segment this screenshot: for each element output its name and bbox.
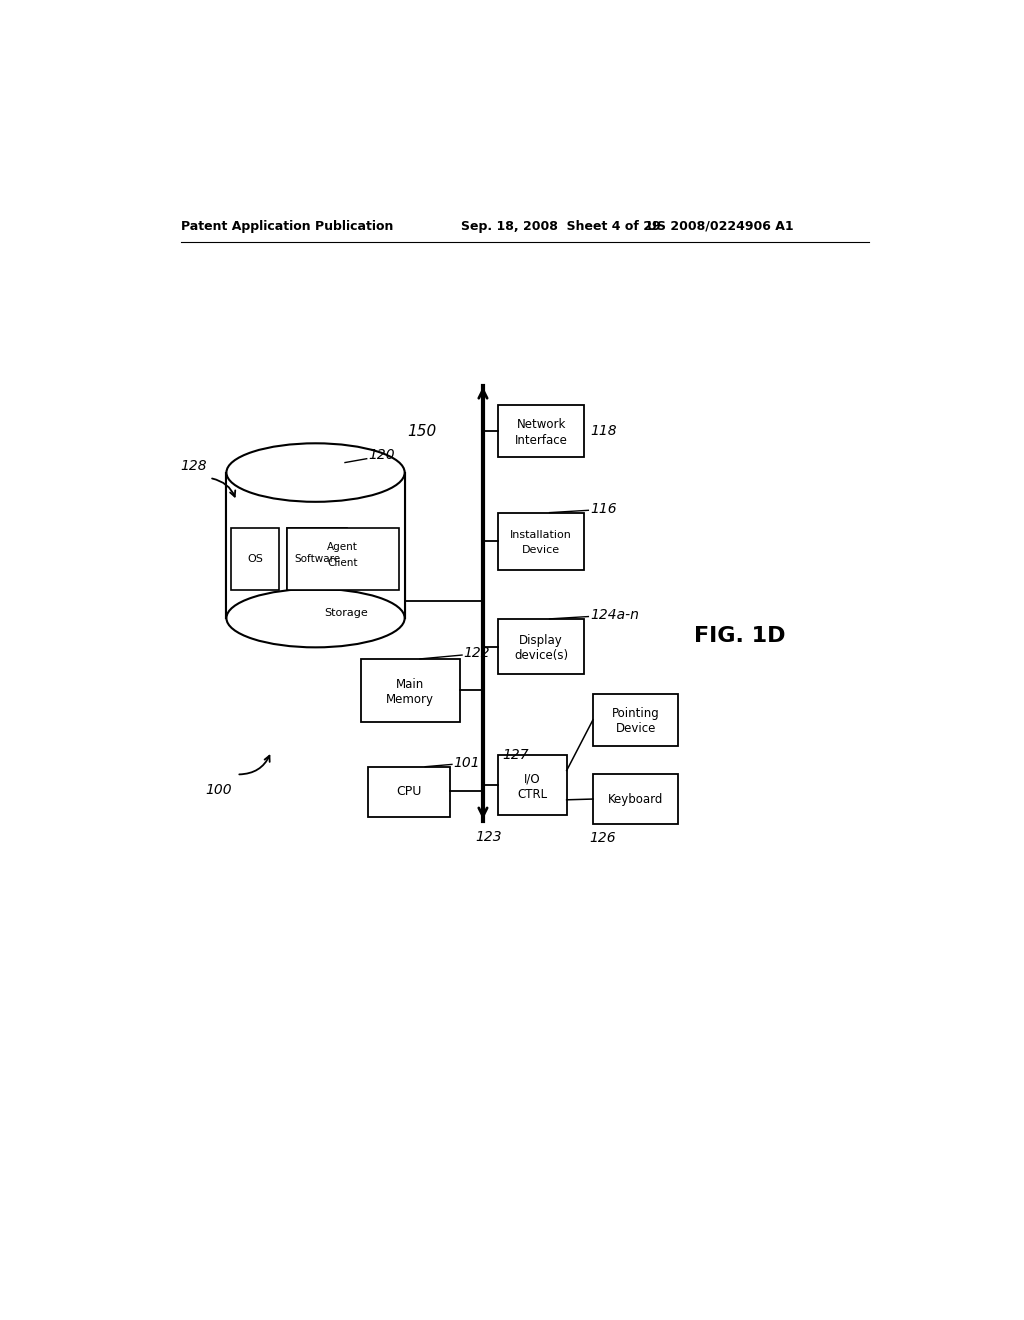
Text: 124a-n: 124a-n [590,609,639,622]
Text: 150: 150 [408,424,436,440]
Text: Display: Display [519,634,563,647]
Bar [231,528,280,590]
Text: Installation: Installation [510,529,572,540]
Text: 116: 116 [590,502,616,516]
Text: US 2008/0224906 A1: US 2008/0224906 A1 [647,219,794,232]
Ellipse shape [226,444,404,502]
Bar [593,693,678,746]
Text: I/O: I/O [524,772,541,785]
Bar [499,512,584,570]
Text: FIG. 1D: FIG. 1D [693,626,785,645]
Ellipse shape [226,589,404,647]
Text: 123: 123 [475,830,502,843]
Text: 120: 120 [369,447,395,462]
Bar [499,619,584,675]
Bar [499,755,566,816]
Text: CPU: CPU [396,785,421,797]
Text: Sep. 18, 2008  Sheet 4 of 29: Sep. 18, 2008 Sheet 4 of 29 [461,219,660,232]
Text: 122: 122 [464,645,490,660]
Text: Device: Device [522,545,560,556]
Text: Keyboard: Keyboard [608,792,664,805]
Text: Storage: Storage [325,607,369,618]
Bar [360,659,460,722]
Bar [369,767,450,817]
Text: Network: Network [516,418,566,432]
Text: 118: 118 [590,424,616,438]
Text: 101: 101 [454,756,480,770]
Text: CTRL: CTRL [517,788,548,801]
Text: device(s): device(s) [514,649,568,663]
Text: Memory: Memory [386,693,434,706]
Text: Pointing: Pointing [611,708,659,721]
Text: 100: 100 [206,783,232,797]
Text: Agent: Agent [328,543,358,552]
Text: 127: 127 [502,748,528,762]
Text: Device: Device [615,722,655,735]
Bar [287,528,347,590]
Text: Client: Client [328,557,358,568]
Text: 128: 128 [180,459,207,474]
Text: Patent Application Publication: Patent Application Publication [180,219,393,232]
Bar [499,405,584,457]
Bar [226,473,404,618]
Text: Interface: Interface [515,434,567,446]
Text: Main: Main [396,677,424,690]
Bar [287,528,399,590]
Text: 126: 126 [589,832,615,845]
Text: OS: OS [247,554,263,564]
Bar [593,775,678,825]
Text: Software: Software [294,554,340,564]
